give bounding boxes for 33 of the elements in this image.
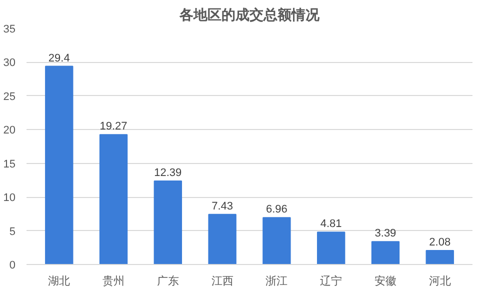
x-tick-label: 广东 [156, 274, 179, 288]
y-tick-label: 25 [3, 90, 16, 103]
bar [154, 180, 182, 264]
data-label: 12.39 [154, 166, 182, 179]
x-tick-label: 江西 [211, 276, 234, 288]
chart-title: 各地区的成交总额情况 [178, 6, 320, 24]
data-label: 19.27 [100, 120, 128, 133]
y-tick-label: 30 [3, 57, 16, 70]
y-tick-label: 20 [3, 124, 16, 137]
bar [426, 250, 454, 264]
y-tick-label: 5 [9, 226, 16, 238]
bar [45, 66, 74, 264]
data-label: 6.96 [266, 204, 288, 216]
bar [316, 232, 346, 264]
data-label: 2.08 [429, 236, 451, 248]
x-tick-label: 湖北 [48, 274, 70, 288]
x-tick-label: 安徽 [374, 274, 396, 288]
y-tick-label: 10 [3, 192, 16, 204]
data-label: 7.43 [212, 200, 234, 212]
y-tick-label: 15 [3, 158, 16, 170]
data-label: 4.81 [320, 218, 342, 230]
bar [208, 214, 236, 264]
bar [99, 134, 128, 264]
x-tick-label: 贵州 [102, 274, 125, 288]
x-tick-label: 河北 [428, 274, 451, 288]
y-tick-label: 0 [9, 260, 16, 272]
x-tick-label: 辽宁 [320, 274, 342, 288]
data-label: 29.4 [48, 52, 70, 64]
y-tick-label: 35 [3, 24, 16, 36]
data-label: 3.39 [374, 228, 396, 240]
bar [371, 241, 400, 264]
x-tick-label: 浙江 [266, 274, 288, 288]
bar [262, 217, 291, 264]
